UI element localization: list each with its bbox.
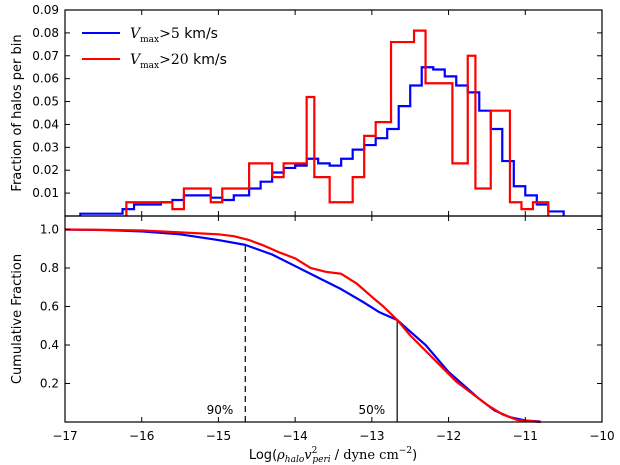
top-y-tick-label: 0.01 (32, 186, 59, 200)
x-tick-label: −14 (282, 429, 307, 443)
annotation-label-90pct: 90% (207, 403, 234, 417)
top-y-tick-label: 0.03 (32, 140, 59, 154)
annotation-label-50pct: 50% (359, 403, 386, 417)
top-y-tick-label: 0.02 (32, 163, 59, 177)
top-series-2-step-line (125, 29, 550, 216)
bottom-y-tick-label: 0.8 (40, 261, 59, 275)
x-tick-label: −15 (206, 429, 231, 443)
top-y-tick-label: 0.04 (32, 117, 59, 131)
top-y-tick-label: 0.06 (32, 72, 59, 86)
legend-label-series-2: Vmax>20 km/s (130, 52, 227, 71)
bottom-panel-cumulative: 90% 50% 0.2 0.4 0.6 0.8 1.0 −17 −16 −15 −14 −13 −1… (10, 215, 615, 465)
x-tick-label: −10 (589, 429, 614, 443)
top-y-tick-label: 0.09 (32, 3, 59, 17)
top-y-tick-label: 0.05 (32, 95, 59, 109)
x-tick-label: −17 (52, 429, 77, 443)
x-axis-label: Log(ρhalov2 peri / dyne cm−2) (249, 446, 417, 465)
bottom-y-tick-label: 0.4 (40, 338, 59, 352)
top-panel-histogram: 0.01 0.02 0.03 0.04 0.05 0.06 0.07 0.08 0.09 Fra… (10, 3, 603, 217)
bottom-y-tick-label: 1.0 (40, 222, 59, 236)
x-tick-label: −12 (436, 429, 461, 443)
top-y-tick-label: 0.08 (32, 26, 59, 40)
top-y-axis-label: Fraction of halos per bin (10, 34, 25, 191)
bottom-y-tick-label: 0.2 (40, 376, 59, 390)
bottom-y-axis-label: Cumulative Fraction (10, 254, 25, 384)
top-y-tick-label: 0.07 (32, 49, 59, 63)
bottom-plot-frame (64, 215, 603, 423)
legend-label-series-1: Vmax>5 km/s (130, 26, 218, 45)
bottom-series-1-line (64, 228, 541, 423)
legend: Vmax>5 km/s Vmax>20 km/s (82, 26, 227, 71)
x-tick-label: −16 (129, 429, 154, 443)
x-tick-label: −13 (359, 429, 384, 443)
x-tick-label: −11 (513, 429, 538, 443)
bottom-y-tick-label: 0.6 (40, 299, 59, 313)
bottom-series-2-line (64, 228, 541, 424)
